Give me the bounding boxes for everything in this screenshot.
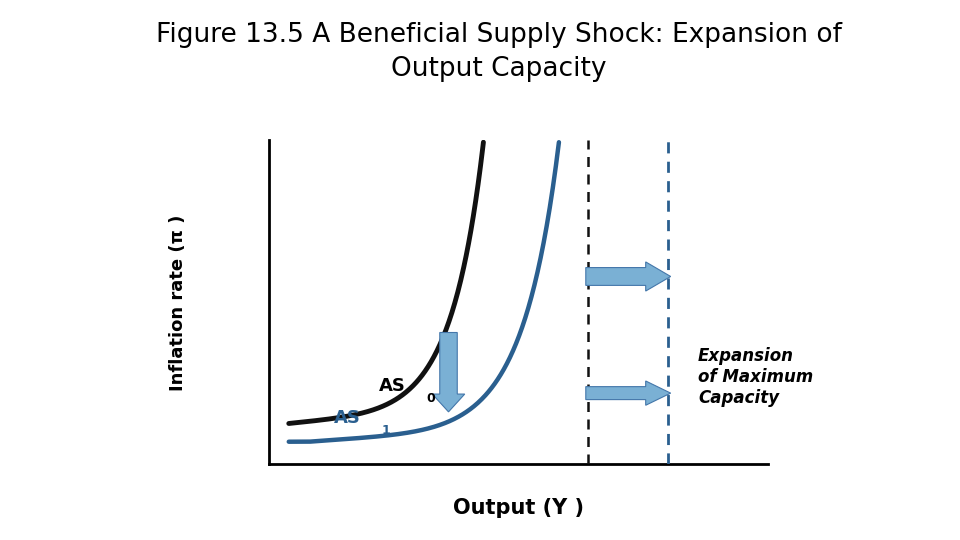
Text: AS: AS bbox=[334, 409, 361, 427]
FancyArrow shape bbox=[432, 333, 465, 412]
Text: AS: AS bbox=[378, 377, 405, 395]
Text: Output (Y ): Output (Y ) bbox=[453, 497, 584, 518]
FancyArrow shape bbox=[586, 262, 671, 291]
Text: Inflation rate (π ): Inflation rate (π ) bbox=[169, 214, 186, 390]
Text: 0: 0 bbox=[426, 392, 435, 404]
Text: Figure 13.5 A Beneficial Supply Shock: Expansion of
Output Capacity: Figure 13.5 A Beneficial Supply Shock: E… bbox=[156, 22, 842, 82]
Text: 1: 1 bbox=[381, 424, 390, 437]
Text: Expansion
of Maximum
Capacity: Expansion of Maximum Capacity bbox=[698, 347, 813, 407]
FancyArrow shape bbox=[586, 381, 671, 405]
